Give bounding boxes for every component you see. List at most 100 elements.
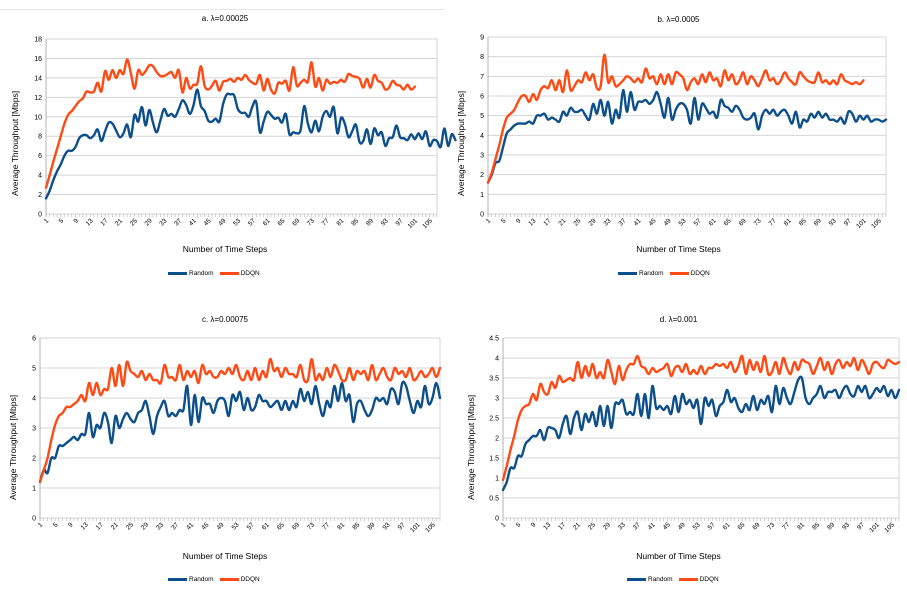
x-tick-label: 25 bbox=[125, 521, 135, 531]
y-tick-label: 8 bbox=[480, 54, 484, 61]
x-tick-label: 53 bbox=[678, 217, 688, 227]
x-tick-label: 61 bbox=[708, 217, 718, 227]
y-tick-label: 1.5 bbox=[489, 456, 499, 463]
x-tick-label: 77 bbox=[321, 521, 331, 531]
chart-panel-c: c. λ=0.00075 Average Throughput [Mbps] 0… bbox=[0, 300, 450, 589]
series-line-random bbox=[501, 375, 901, 492]
y-tick-label: 1 bbox=[495, 476, 499, 483]
x-tick-label: 37 bbox=[173, 217, 183, 227]
x-tick-label: 53 bbox=[231, 521, 241, 531]
x-tick-label: 17 bbox=[95, 521, 105, 531]
chart-legend: Random DDQN bbox=[168, 270, 260, 277]
x-tick-label: 97 bbox=[843, 217, 853, 227]
y-tick-label: 0 bbox=[32, 516, 36, 523]
x-tick-label: 41 bbox=[633, 217, 643, 227]
y-tick-label: 5 bbox=[480, 113, 484, 120]
y-tick-label: 5 bbox=[32, 366, 36, 373]
x-tick-label: 41 bbox=[188, 217, 198, 227]
x-tick-label: 93 bbox=[382, 521, 392, 531]
legend-item-random: Random bbox=[168, 270, 214, 277]
y-tick-label: 2 bbox=[32, 456, 36, 463]
x-tick-label: 21 bbox=[110, 521, 120, 531]
x-tick-label: 9 bbox=[67, 521, 75, 529]
x-tick-label: 101 bbox=[409, 521, 422, 534]
chart-title: b. λ=0.0005 bbox=[657, 15, 700, 24]
x-tick-label: 57 bbox=[707, 521, 717, 531]
y-tick-label: 2 bbox=[495, 436, 499, 443]
x-tick-label: 65 bbox=[276, 217, 286, 227]
x-tick-label: 69 bbox=[291, 217, 301, 227]
x-tick-label: 57 bbox=[246, 521, 256, 531]
x-tick-label: 25 bbox=[587, 521, 597, 531]
x-tick-label: 49 bbox=[215, 521, 225, 531]
y-tick-label: 0.5 bbox=[489, 496, 499, 503]
legend-swatch-random bbox=[627, 578, 646, 581]
x-tick-label: 13 bbox=[527, 217, 537, 227]
legend-swatch-random bbox=[168, 578, 187, 581]
legend-label-random: Random bbox=[648, 576, 673, 583]
legend-swatch-ddqn bbox=[219, 272, 239, 275]
y-tick-label: 3 bbox=[480, 153, 484, 160]
x-tick-label: 13 bbox=[80, 521, 90, 531]
legend-label-ddqn: DDQN bbox=[240, 270, 260, 277]
x-tick-label: 29 bbox=[602, 521, 612, 531]
legend-item-ddqn: DDQN bbox=[669, 270, 710, 277]
y-tick-label: 1 bbox=[480, 192, 484, 199]
x-tick-label: 89 bbox=[365, 217, 375, 227]
y-tick-label: 7 bbox=[480, 74, 484, 81]
x-tick-label: 45 bbox=[203, 217, 213, 227]
chart-title: a. λ=0.00025 bbox=[201, 14, 249, 23]
x-tick-label: 1 bbox=[485, 217, 493, 225]
x-tick-label: 61 bbox=[261, 521, 271, 531]
x-axis-label: Number of Time Steps bbox=[636, 244, 721, 254]
x-tick-label: 49 bbox=[663, 217, 673, 227]
x-tick-label: 93 bbox=[380, 217, 390, 227]
y-tick-label: 0 bbox=[495, 516, 499, 523]
x-tick-label: 33 bbox=[602, 217, 612, 227]
x-tick-label: 57 bbox=[247, 217, 257, 227]
chart-panel-d: d. λ=0.001 Average Throughput [Mbps] 0 0.… bbox=[450, 300, 907, 589]
x-tick-label: 5 bbox=[58, 217, 66, 225]
x-tick-label: 93 bbox=[841, 521, 851, 531]
x-tick-label: 33 bbox=[158, 217, 168, 227]
legend-item-random: Random bbox=[627, 576, 673, 583]
y-tick-label: 16 bbox=[34, 56, 42, 63]
x-tick-label: 21 bbox=[557, 217, 567, 227]
chart-legend: Random DDQN bbox=[168, 576, 260, 583]
y-tick-label: 2 bbox=[38, 192, 42, 199]
x-tick-label: 1 bbox=[43, 217, 51, 225]
chart-svg: 00.511.522.533.544.51 5 9 13 17 21 25 29 33 37 41 4… bbox=[489, 336, 901, 534]
x-tick-label: 33 bbox=[617, 521, 627, 531]
x-tick-label: 97 bbox=[394, 217, 404, 227]
x-tick-label: 5 bbox=[500, 217, 508, 225]
y-tick-label: 6 bbox=[38, 153, 42, 160]
x-tick-label: 65 bbox=[276, 521, 286, 531]
x-tick-label: 69 bbox=[738, 217, 748, 227]
x-tick-label: 81 bbox=[336, 521, 346, 531]
x-tick-label: 69 bbox=[751, 521, 761, 531]
x-tick-label: 81 bbox=[335, 217, 345, 227]
y-tick-label: 3.5 bbox=[489, 376, 499, 383]
legend-item-random: Random bbox=[168, 576, 214, 583]
x-axis-label: Number of Time Steps bbox=[636, 551, 721, 561]
legend-item-ddqn: DDQN bbox=[678, 576, 719, 583]
series-line-random bbox=[38, 380, 442, 484]
x-tick-label: 77 bbox=[781, 521, 791, 531]
x-tick-label: 9 bbox=[515, 217, 523, 225]
chart-title: d. λ=0.001 bbox=[659, 315, 698, 324]
x-tick-label: 21 bbox=[572, 521, 582, 531]
x-tick-label: 85 bbox=[351, 521, 361, 531]
chart-title: c. λ=0.00075 bbox=[201, 315, 249, 324]
series-line-ddqn bbox=[501, 354, 901, 482]
x-tick-label: 29 bbox=[144, 217, 154, 227]
x-tick-label: 81 bbox=[796, 521, 806, 531]
x-tick-label: 101 bbox=[868, 521, 881, 534]
y-tick-label: 4 bbox=[38, 173, 42, 180]
series-line-random bbox=[486, 88, 888, 184]
x-tick-label: 61 bbox=[262, 217, 272, 227]
y-tick-label: 2.5 bbox=[489, 416, 499, 423]
x-tick-label: 5 bbox=[515, 521, 523, 529]
legend-swatch-random bbox=[168, 272, 187, 275]
y-tick-label: 18 bbox=[34, 37, 42, 44]
